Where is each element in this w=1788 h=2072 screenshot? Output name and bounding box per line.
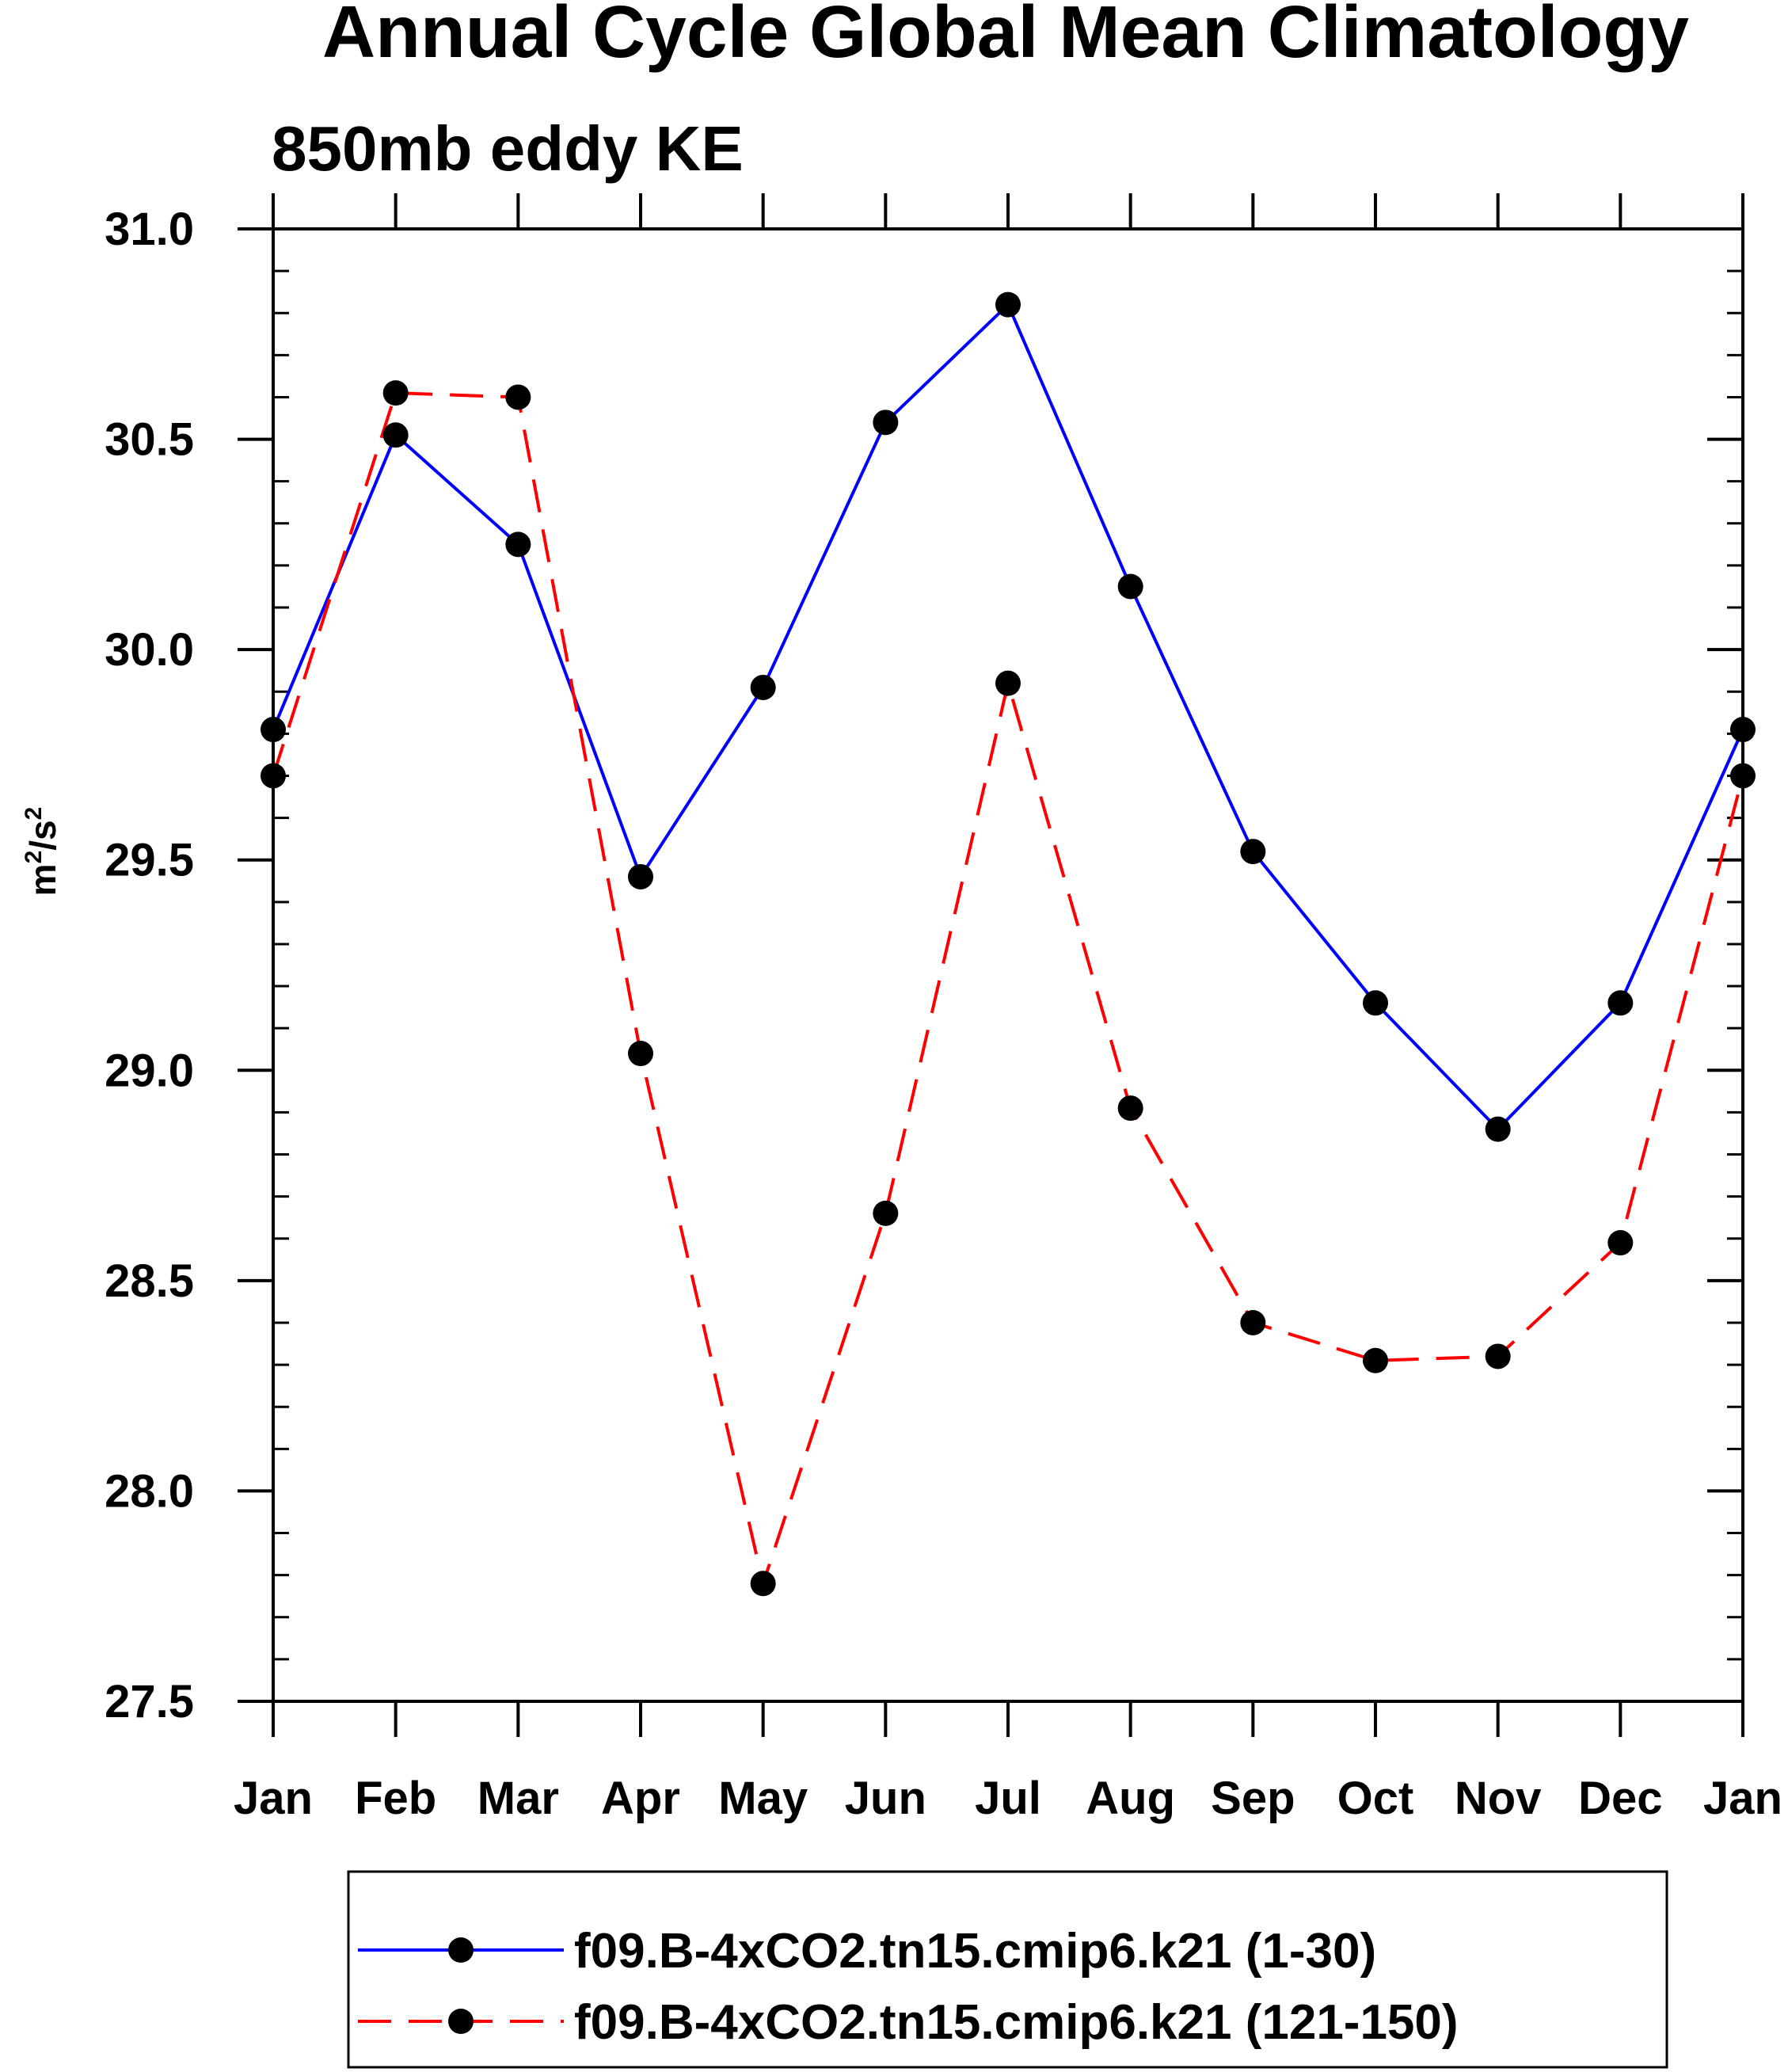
legend: f09.B-4xCO2.tn15.cmip6.k21 (1-30) f09.B-4… <box>347 1870 1668 2069</box>
series-1-point <box>1485 1116 1511 1142</box>
y-tick-label: 29.5 <box>105 835 194 886</box>
series-layer <box>261 291 1756 1597</box>
x-tick-label: Sep <box>1211 1773 1295 1824</box>
series-2-point <box>628 1041 653 1067</box>
series-2-point <box>1485 1343 1511 1369</box>
axis-ticks <box>238 193 1744 1737</box>
x-tick-label: Jan <box>234 1773 313 1824</box>
series-1-point <box>1607 990 1634 1016</box>
series-2-point <box>1363 1347 1388 1373</box>
series-2-point <box>995 670 1021 696</box>
y-axis-label-base: m <box>22 863 63 896</box>
legend-marker-2 <box>448 2009 474 2034</box>
x-tick-label: May <box>718 1773 808 1824</box>
x-tick-label: Jul <box>975 1773 1041 1824</box>
series-2-point <box>1117 1095 1143 1122</box>
y-tick-labels: 27.5 28.0 28.5 29.0 29.5 30.0 30.5 31.0 <box>105 204 194 1727</box>
x-tick-label: Jun <box>845 1773 926 1824</box>
x-tick-label: Nov <box>1455 1773 1542 1824</box>
series-2-point <box>382 380 409 406</box>
y-axis-label: m2/s2 <box>21 807 63 897</box>
chart-title: Annual Cycle Global Mean Climatology <box>322 0 1689 73</box>
x-tick-label: Dec <box>1578 1773 1662 1824</box>
x-tick-label: Oct <box>1337 1773 1414 1824</box>
series-2-point <box>1240 1309 1266 1335</box>
y-axis-label-mid: /s <box>22 820 63 850</box>
y-tick-label: 28.5 <box>105 1255 194 1307</box>
series-2-point <box>873 1200 899 1226</box>
series-1-point <box>505 531 531 558</box>
y-tick-label: 29.0 <box>105 1045 194 1096</box>
series-1-point <box>750 674 776 700</box>
series-2-point <box>1607 1230 1634 1256</box>
y-tick-label: 28.0 <box>105 1465 194 1517</box>
x-tick-label: Feb <box>355 1773 436 1824</box>
series-1-point <box>873 409 899 436</box>
x-tick-labels: Jan Feb Mar Apr May Jun Jul Aug Sep Oct Nov Dec Jan <box>234 1773 1782 1824</box>
y-tick-label: 30.0 <box>105 624 194 676</box>
y-tick-label: 27.5 <box>105 1676 194 1727</box>
series-2-point <box>750 1571 776 1597</box>
y-tick-label: 31.0 <box>105 204 194 255</box>
x-tick-label: Jan <box>1703 1773 1782 1824</box>
series-1-point <box>995 291 1021 318</box>
x-tick-label: Apr <box>601 1773 680 1824</box>
x-tick-label: Aug <box>1086 1773 1175 1824</box>
series-1-point <box>1363 990 1388 1016</box>
svg-text:m2/s2: m2/s2 <box>21 807 63 897</box>
y-axis-label-sup2: 2 <box>21 807 47 821</box>
series-line-2 <box>272 391 1744 1590</box>
series-line-1 <box>272 302 1744 1132</box>
chart-subtitle: 850mb eddy KE <box>272 113 744 184</box>
legend-label-1: f09.B-4xCO2.tn15.cmip6.k21 (1-30) <box>574 1924 1376 1979</box>
series-1-point <box>382 422 409 448</box>
plot-frame <box>272 227 1744 1703</box>
legend-marker-1 <box>448 1937 474 1963</box>
series-1-point <box>1117 573 1143 600</box>
y-tick-label: 30.5 <box>105 414 194 466</box>
y-axis-label-sup1: 2 <box>21 851 47 864</box>
series-2-point <box>505 384 531 410</box>
legend-box <box>347 1870 1668 2069</box>
series-1-point <box>1240 839 1266 865</box>
legend-label-2: f09.B-4xCO2.tn15.cmip6.k21 (121-150) <box>574 1995 1459 2050</box>
series-1-point <box>628 863 653 889</box>
x-tick-label: Mar <box>477 1773 559 1824</box>
